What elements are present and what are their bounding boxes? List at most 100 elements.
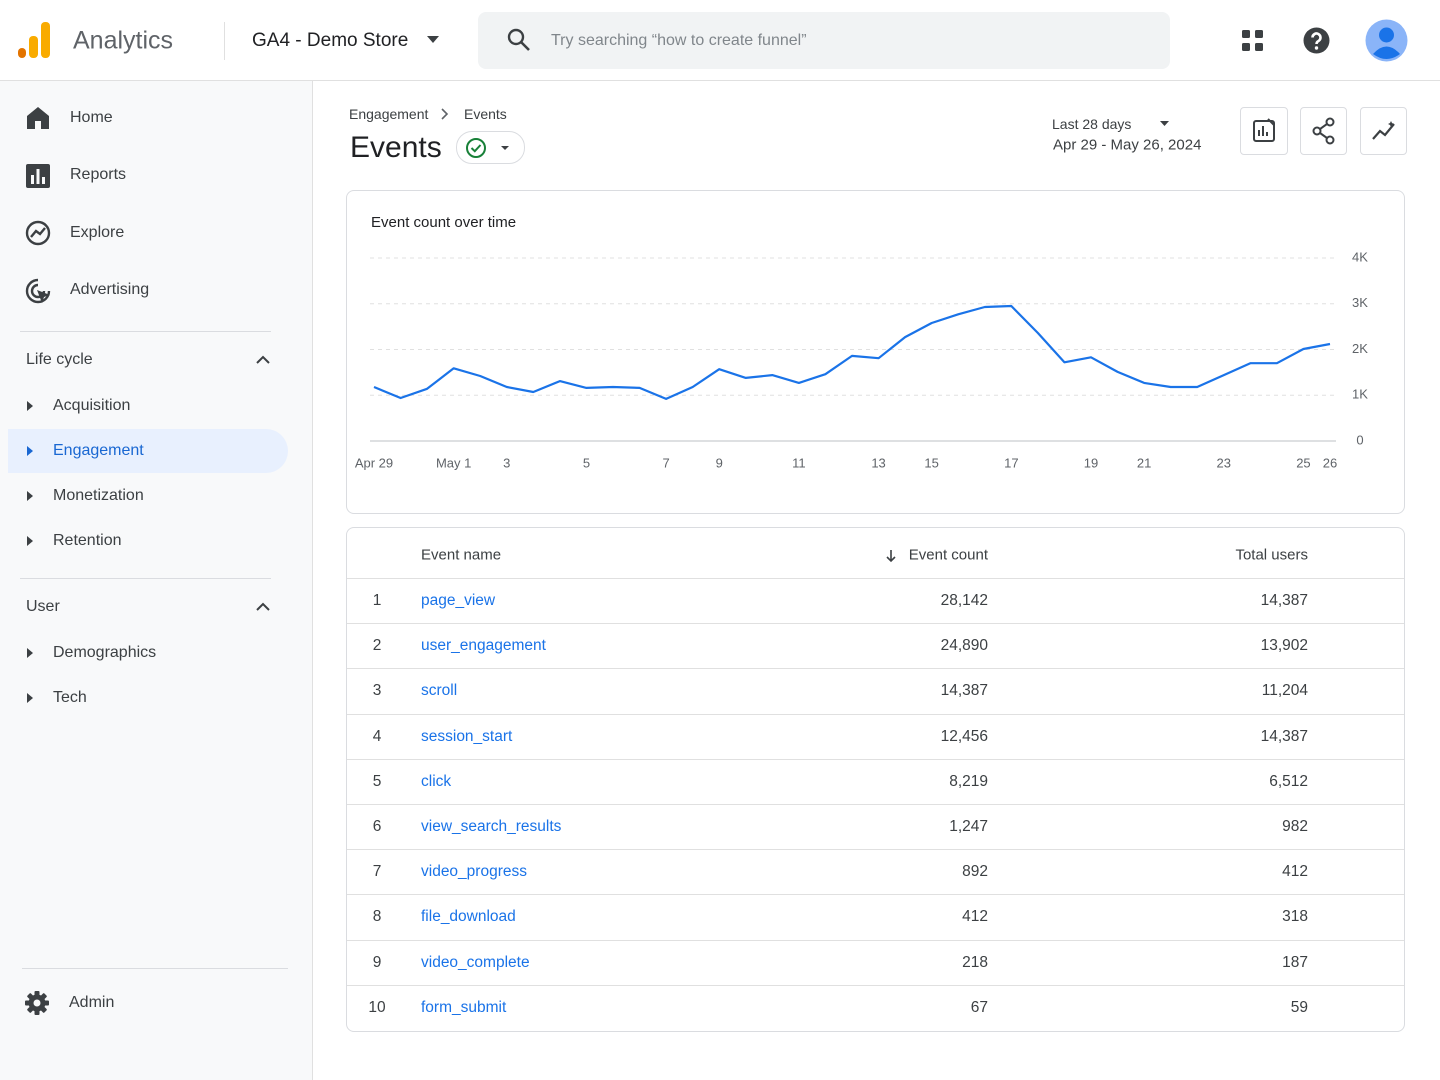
breadcrumb: Events — [464, 106, 507, 122]
sort-arrow[interactable] — [885, 549, 897, 563]
nav-item[interactable]: Explore — [70, 224, 125, 241]
event-name-link[interactable]: session_start — [421, 727, 513, 745]
expand-arrow[interactable] — [26, 400, 34, 412]
y-tick-label: 2K — [1352, 341, 1368, 356]
event-name-link[interactable]: page_view — [421, 592, 496, 609]
nav-item[interactable]: Acquisition — [53, 397, 131, 414]
x-tick-label: May 1 — [436, 455, 471, 470]
row-rank: 9 — [372, 953, 382, 971]
expand-arrow[interactable] — [26, 535, 34, 547]
line-chart: Event count over time 0 1K 2K 3K 4K Apr 29 May… — [355, 214, 1368, 470]
reports-icon — [26, 164, 50, 188]
row-divider — [347, 849, 1404, 851]
search-icon — [507, 28, 530, 51]
row-divider — [347, 758, 1404, 760]
expand-arrow[interactable] — [26, 692, 34, 704]
event-count: 1,247 — [949, 818, 988, 835]
advertising-icon — [25, 278, 51, 304]
divider — [20, 578, 271, 579]
collapse-chevron[interactable] — [256, 602, 270, 611]
event-name-link[interactable]: user_engagement — [421, 637, 546, 655]
x-tick-label: 9 — [716, 455, 723, 470]
event-name-link[interactable]: view_search_results — [421, 818, 562, 835]
event-name-link[interactable]: file_download — [421, 908, 516, 926]
event-count: 12,456 — [940, 727, 988, 745]
nav-item[interactable]: Retention — [53, 532, 122, 549]
event-name-link[interactable]: video_complete — [421, 953, 530, 971]
event-name-link[interactable]: form_submit — [421, 998, 507, 1016]
row-divider — [347, 894, 1404, 896]
x-tick-label: 23 — [1217, 455, 1231, 470]
row-rank: 3 — [372, 682, 382, 700]
event-name-link[interactable]: click — [421, 772, 452, 790]
total-users: 14,387 — [1260, 727, 1308, 745]
chart-card — [346, 190, 1405, 514]
explore-icon — [25, 220, 51, 246]
row-divider — [347, 804, 1404, 805]
event-count: 218 — [962, 953, 988, 971]
event-name-link[interactable]: scroll — [421, 682, 458, 700]
total-users: 11,204 — [1261, 682, 1308, 700]
nav-item[interactable]: Reports — [70, 166, 127, 183]
caret[interactable] — [1160, 121, 1169, 127]
nav-item[interactable]: Demographics — [53, 644, 157, 661]
column-header[interactable]: Total users — [1235, 546, 1308, 564]
date-range[interactable]: Apr 29 - May 26, 2024 — [1053, 136, 1202, 154]
nav-item[interactable]: Tech — [53, 689, 87, 706]
breadcrumb-separator — [441, 108, 449, 120]
search-placeholder: Try searching “how to create funnel” — [551, 32, 807, 49]
expand-arrow[interactable] — [26, 647, 34, 659]
row-divider — [347, 713, 1404, 715]
expand-arrow[interactable] — [26, 445, 34, 457]
nav-item[interactable]: Engagement — [53, 442, 144, 459]
x-tick-label: 7 — [662, 455, 669, 470]
column-header[interactable]: Event name — [421, 546, 502, 564]
section-title[interactable]: User — [26, 598, 60, 615]
apps-icon[interactable] — [1241, 29, 1265, 53]
y-tick-label: 3K — [1352, 295, 1368, 310]
row-divider — [347, 984, 1404, 986]
date-label[interactable]: Last 28 days — [1052, 116, 1132, 132]
collapse-chevron[interactable] — [256, 355, 270, 364]
logo — [18, 22, 50, 58]
y-tick-label: 0 — [1356, 432, 1363, 447]
status-badge[interactable] — [456, 131, 525, 164]
nav-item[interactable]: Home — [70, 109, 113, 126]
breadcrumb[interactable]: Engagement — [349, 106, 429, 122]
event-count: 14,387 — [940, 682, 988, 700]
nav-item[interactable]: Advertising — [70, 281, 150, 298]
x-tick-label: 3 — [503, 455, 510, 470]
total-users: 13,902 — [1260, 637, 1308, 655]
expand-arrow[interactable] — [26, 490, 34, 502]
column-header[interactable]: Event count — [908, 546, 988, 564]
row-rank: 5 — [372, 772, 382, 790]
total-users: 318 — [1282, 908, 1308, 926]
help-icon[interactable] — [1303, 27, 1330, 54]
property-selector[interactable]: GA4 - Demo Store — [252, 30, 409, 51]
x-tick-label: Apr 29 — [355, 455, 393, 470]
row-divider — [347, 939, 1404, 941]
event-count: 412 — [962, 908, 988, 926]
home-icon — [27, 107, 49, 129]
section-title[interactable]: Life cycle — [26, 351, 93, 368]
customize-button[interactable] — [1240, 107, 1288, 155]
total-users: 6,512 — [1269, 772, 1308, 790]
event-name-link[interactable]: video_progress — [421, 863, 527, 881]
total-users: 412 — [1282, 863, 1308, 881]
sidebar — [0, 81, 313, 1080]
avatar[interactable] — [1365, 19, 1408, 62]
insights-button[interactable] — [1360, 107, 1407, 155]
search-box[interactable] — [478, 12, 1170, 69]
caret[interactable] — [427, 36, 439, 44]
nav-item[interactable]: Monetization — [53, 487, 144, 504]
top-bar — [0, 0, 1440, 81]
data-line — [373, 304, 1331, 400]
divider — [224, 22, 225, 60]
admin-link[interactable]: Admin — [69, 994, 115, 1011]
share-button[interactable] — [1300, 107, 1347, 155]
divider — [22, 968, 288, 969]
x-tick-label: 5 — [583, 455, 590, 470]
x-tick-label: 25 — [1296, 455, 1310, 470]
x-tick-label: 26 — [1323, 455, 1337, 470]
